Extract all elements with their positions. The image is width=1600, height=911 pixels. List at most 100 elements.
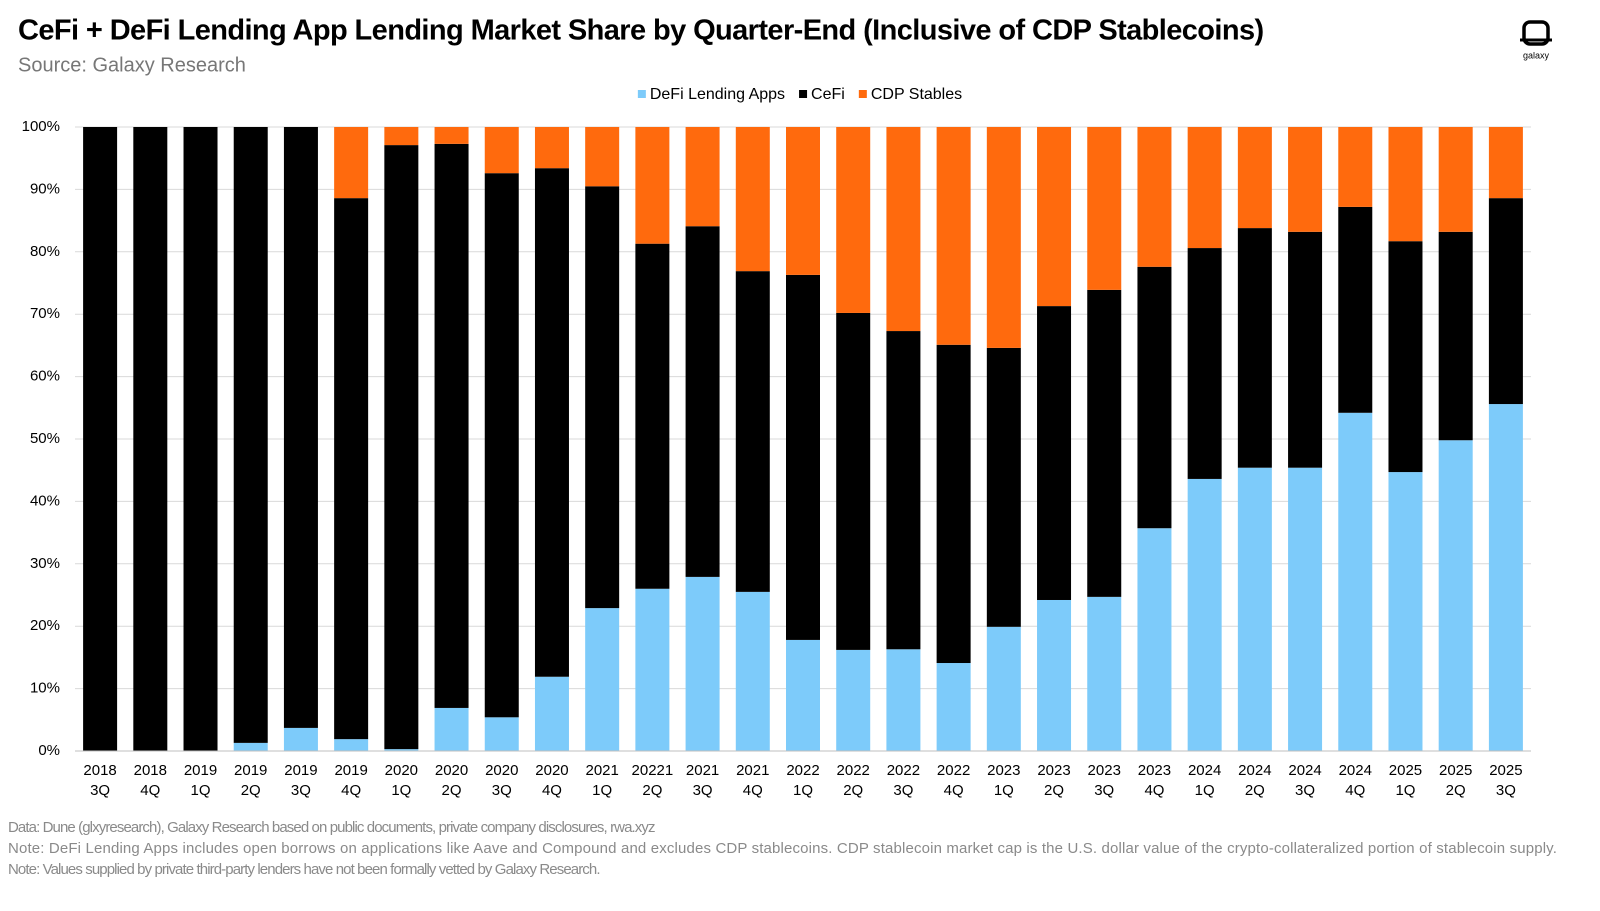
bar-segment [1237, 467, 1272, 751]
bar-segment [685, 576, 720, 751]
x-tick-label: 3Q [492, 782, 512, 799]
bar-segment [986, 347, 1021, 627]
x-tick-label: 3Q [1496, 782, 1516, 799]
x-tick-label: 4Q [140, 782, 160, 799]
bar-segment [735, 591, 770, 751]
x-tick-label: 4Q [743, 782, 763, 799]
x-tick-label: 1Q [1395, 782, 1415, 799]
x-tick-label: 3Q [693, 782, 713, 799]
x-tick-label: 1Q [391, 782, 411, 799]
bar-segment [585, 186, 620, 609]
logo-icon [1522, 20, 1550, 46]
bar-segment [1087, 127, 1122, 290]
x-tick-label: 3Q [1094, 782, 1114, 799]
x-tick-label: 2025 [1489, 762, 1522, 779]
x-tick-label: 2Q [1446, 782, 1466, 799]
bar-segment [1338, 127, 1373, 207]
y-tick-label: 80% [30, 243, 60, 260]
y-tick-label: 60% [30, 368, 60, 385]
bar-segment [1237, 127, 1272, 229]
logo-text: galaxy [1523, 50, 1550, 60]
x-tick-label: 2023 [1138, 762, 1171, 779]
bar-segment [1187, 478, 1222, 751]
bar-segment [283, 727, 318, 751]
x-tick-label: 2022 [887, 762, 920, 779]
bar-segment [836, 127, 871, 313]
bar-segment [1488, 198, 1523, 405]
bar-segment [936, 344, 971, 664]
bar-segment [685, 226, 720, 577]
legend-label: CDP Stables [871, 86, 962, 103]
x-tick-label: 2Q [1044, 782, 1064, 799]
y-tick-label: 70% [30, 305, 60, 322]
bar-segment [836, 312, 871, 650]
x-tick-label: 2019 [284, 762, 317, 779]
bar-segment [986, 626, 1021, 751]
bar-segment [334, 127, 369, 199]
bar-segment [735, 271, 770, 592]
x-tick-label: 2021 [686, 762, 719, 779]
bar-segment [836, 649, 871, 751]
chart-subtitle: Source: Galaxy Research [18, 54, 246, 76]
bar-segment [1137, 266, 1172, 529]
bar-segment [1037, 306, 1072, 600]
bar-segment [283, 127, 318, 728]
bar-segment [1338, 412, 1373, 751]
bar-segment [484, 127, 519, 174]
bar-segment [1137, 528, 1172, 751]
bar-segment [334, 198, 369, 740]
x-tick-label: 2Q [843, 782, 863, 799]
x-tick-label: 2019 [234, 762, 267, 779]
x-tick-label: 2024 [1339, 762, 1372, 779]
footnote: Note: Values supplied by private third-p… [8, 861, 600, 878]
x-tick-label: 2022 [937, 762, 970, 779]
y-tick-label: 20% [30, 617, 60, 634]
bar-segment [1388, 127, 1423, 242]
x-tick-label: 2025 [1389, 762, 1422, 779]
bar-segment [484, 717, 519, 751]
bar-segment [384, 127, 419, 146]
bar-segment [434, 707, 469, 751]
footnote: Note: DeFi Lending Apps includes open bo… [8, 840, 1556, 857]
chart-title: CeFi + DeFi Lending App Lending Market S… [18, 15, 1264, 47]
bar-segment [233, 127, 268, 743]
x-tick-label: 3Q [1295, 782, 1315, 799]
bar-segment [986, 127, 1021, 348]
bar-segment [183, 127, 218, 751]
legend-swatch [858, 90, 867, 98]
x-tick-label: 2Q [241, 782, 261, 799]
bar-segment [384, 145, 419, 750]
bar-segment [786, 274, 820, 640]
bar-segment [635, 588, 670, 751]
bar-segment [133, 127, 168, 751]
bar-segment [1087, 596, 1122, 751]
x-tick-label: 2018 [83, 762, 116, 779]
bar-segment [534, 127, 569, 169]
x-tick-label: 20221 [632, 762, 674, 779]
bar-segment [1388, 472, 1423, 751]
bar-segment [1087, 289, 1122, 597]
x-tick-label: 2024 [1288, 762, 1321, 779]
y-tick-label: 10% [30, 680, 60, 697]
x-tick-label: 1Q [793, 782, 813, 799]
x-tick-label: 2024 [1238, 762, 1271, 779]
bar-segment [685, 127, 720, 227]
bar-segment [534, 676, 569, 751]
x-tick-label: 4Q [944, 782, 964, 799]
legend-swatch [799, 90, 808, 98]
bar-segment [1187, 248, 1222, 479]
x-tick-label: 3Q [90, 782, 110, 799]
bar-segment [1438, 127, 1473, 232]
bar-segment [1288, 127, 1323, 232]
x-tick-label: 4Q [341, 782, 361, 799]
bar-segment [886, 331, 921, 650]
x-tick-label: 2021 [585, 762, 618, 779]
bar-segment [635, 243, 670, 589]
x-tick-label: 2020 [435, 762, 468, 779]
y-tick-label: 30% [30, 555, 60, 572]
x-tick-label: 2023 [987, 762, 1020, 779]
bar-segment [786, 127, 820, 275]
bar-segment [434, 143, 469, 708]
y-tick-label: 90% [30, 180, 60, 197]
x-tick-label: 4Q [1345, 782, 1365, 799]
